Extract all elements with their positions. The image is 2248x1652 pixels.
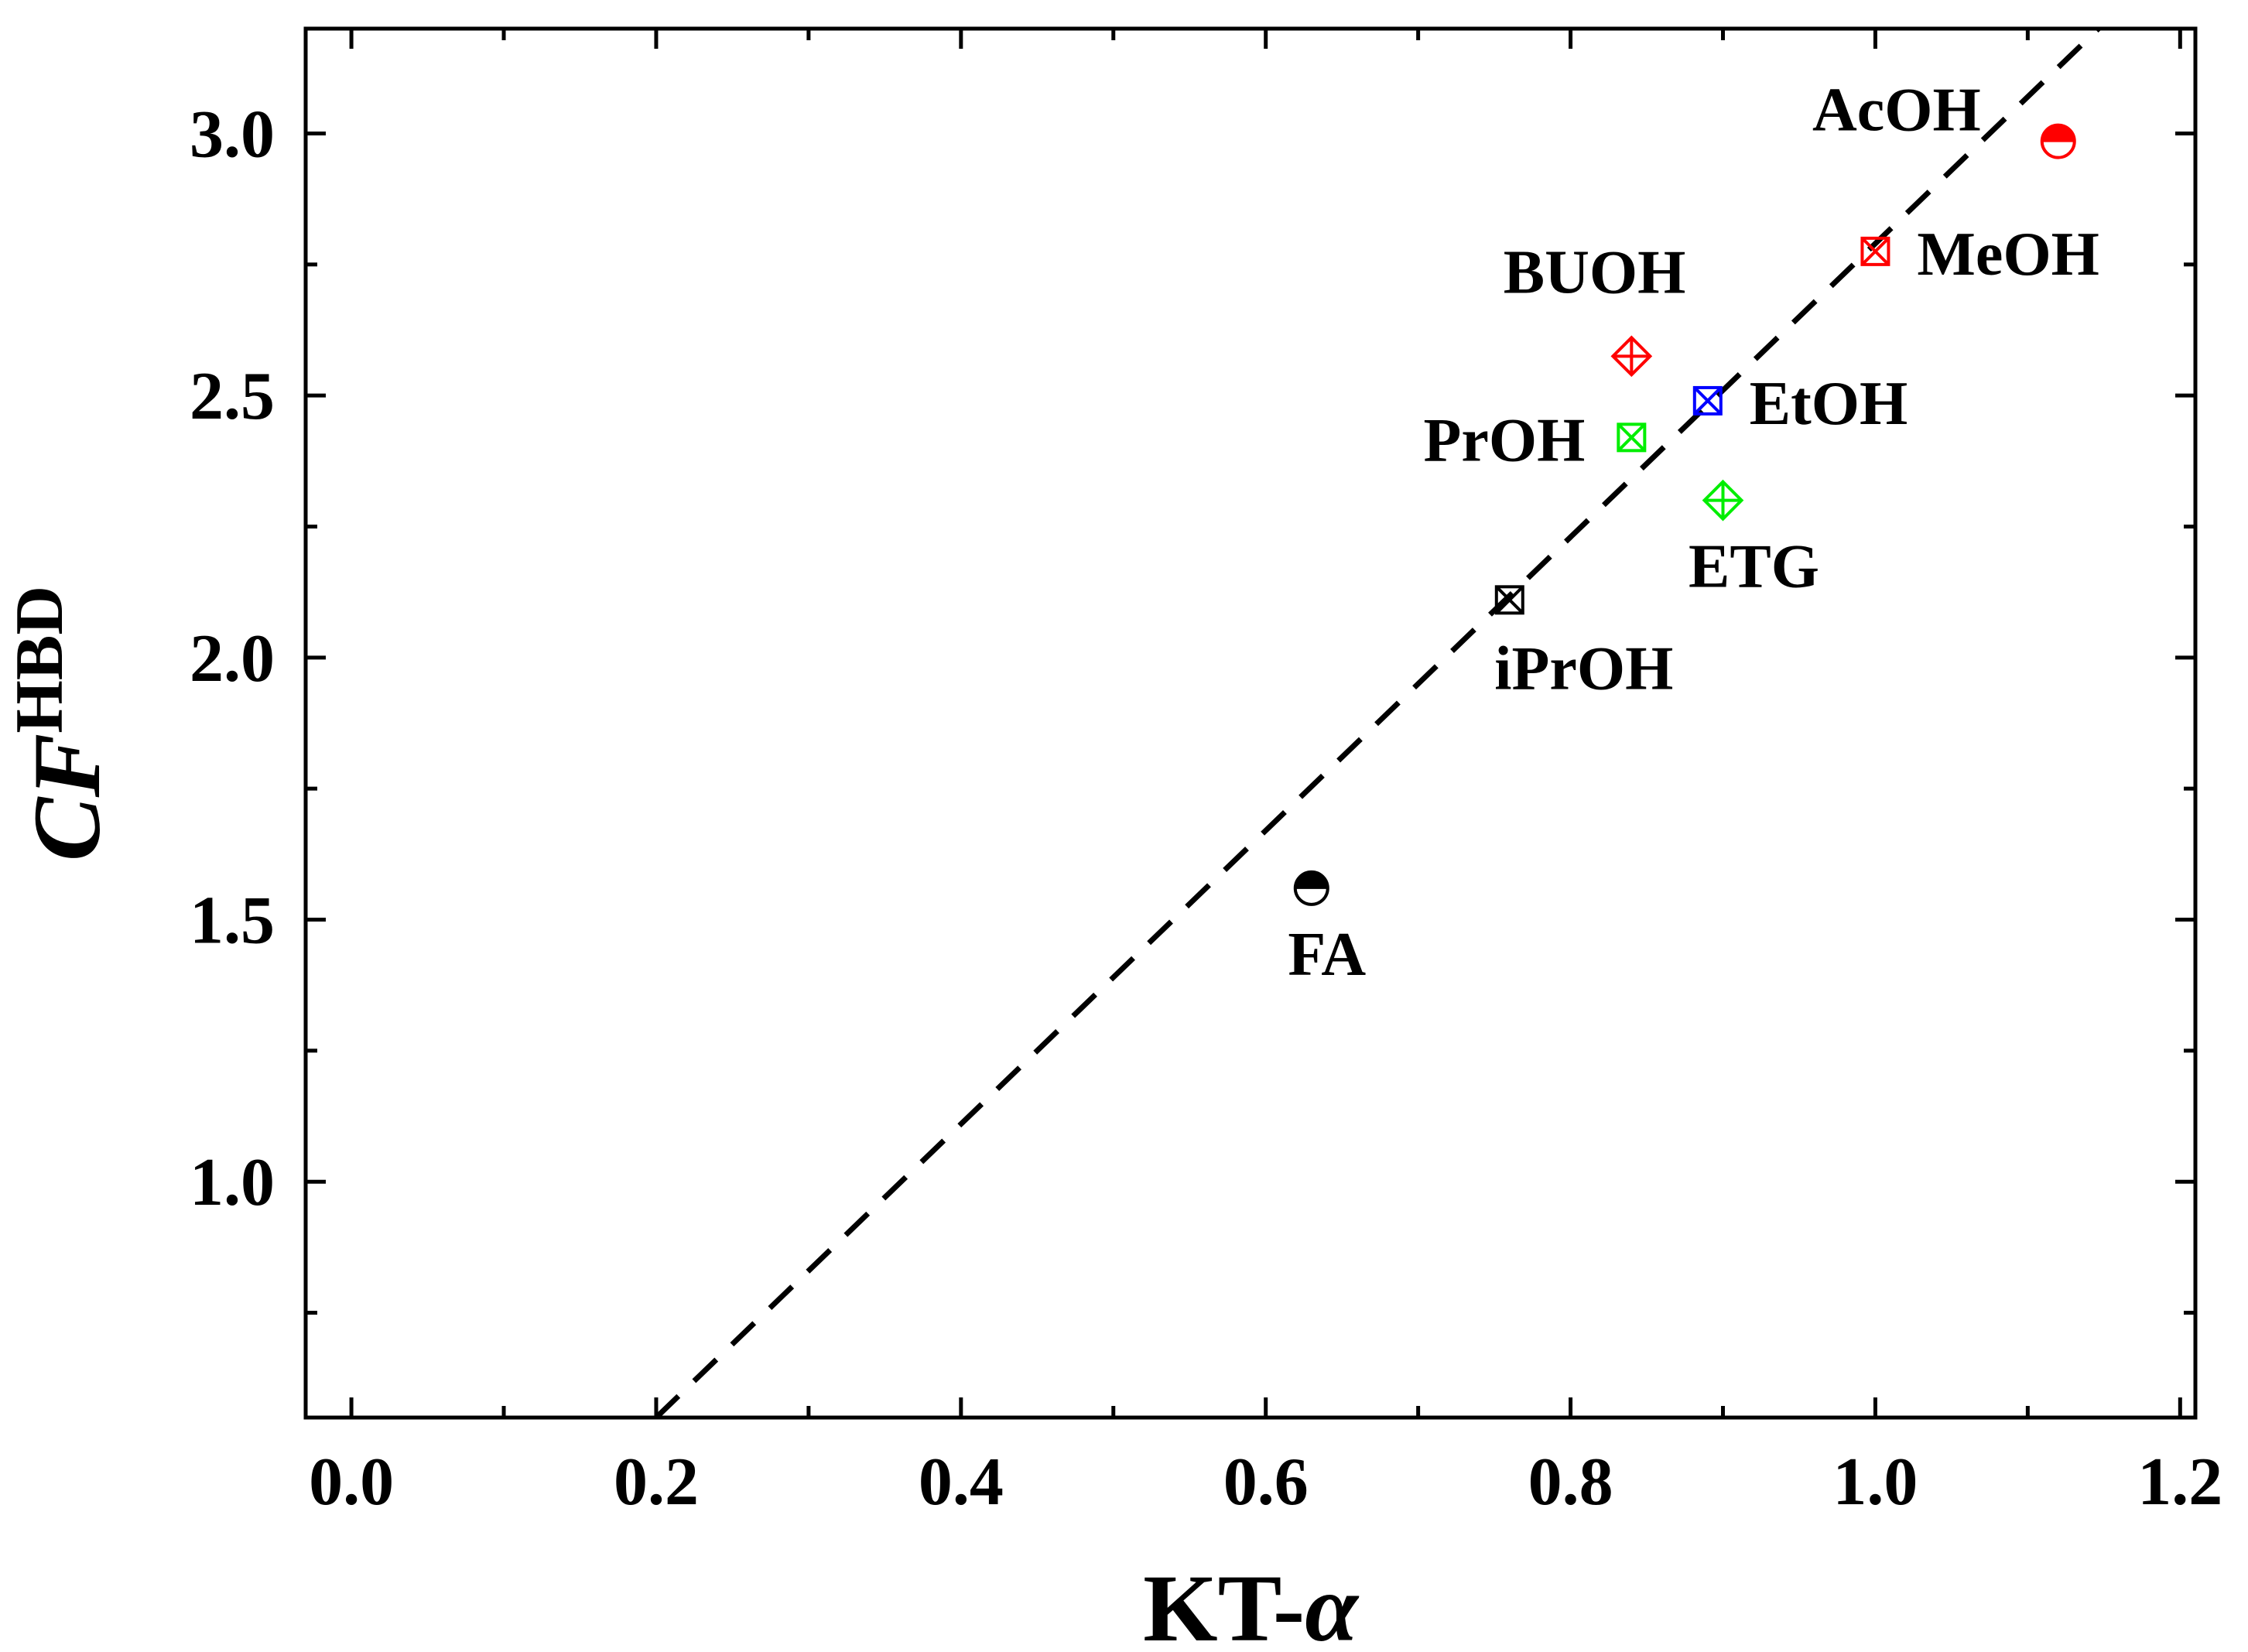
point-fa xyxy=(1293,870,1329,906)
point-label-meoh: MeOH xyxy=(1917,221,2099,289)
point-marker-fill xyxy=(2041,124,2075,142)
point-etoh xyxy=(1692,385,1723,416)
x-axis-title-symbol: α xyxy=(1305,1555,1360,1652)
x-tick-label: 0.0 xyxy=(309,1445,394,1520)
point-marker-square xyxy=(1617,422,1647,453)
x-axis-title-main: KT- xyxy=(1143,1555,1305,1652)
point-marker-fill xyxy=(1294,870,1329,889)
point-marker-cross xyxy=(1495,585,1524,614)
axis-tick-labels: 0.0 0.2 0.4 0.6 0.8 1.0 1.2 1.0 1.5 2.0 2.5 3.0 xyxy=(190,97,2222,1520)
point-label-buoh: BUOH xyxy=(1504,238,1686,306)
y-tick-label: 1.0 xyxy=(190,1145,275,1220)
point-marker-plus xyxy=(1613,337,1651,375)
point-meoh xyxy=(1860,236,1890,266)
axis-ticks xyxy=(306,29,2195,1418)
y-axis-title: CFHBD xyxy=(2,586,120,861)
point-buoh xyxy=(1610,335,1653,378)
y-tick-label: 3.0 xyxy=(190,97,275,172)
point-marker-cross xyxy=(1693,386,1723,416)
x-tick-label: 0.2 xyxy=(614,1445,699,1520)
point-marker-cross xyxy=(1861,237,1890,266)
x-tick-label: 0.6 xyxy=(1223,1445,1309,1520)
plot-frame xyxy=(303,26,2198,1420)
point-label-iproh: iPrOH xyxy=(1494,634,1673,703)
point-marker-square xyxy=(1494,585,1524,615)
x-axis-title: KT-α xyxy=(1143,1555,1360,1652)
y-tick-label: 2.5 xyxy=(190,359,275,434)
point-marker-square xyxy=(1692,385,1723,416)
point-marker-diamond xyxy=(1702,479,1744,522)
data-points xyxy=(1293,123,2076,906)
point-label-proh: PrOH xyxy=(1424,406,1586,474)
y-axis-title-superscript: HBD xyxy=(2,586,77,734)
point-marker-cross xyxy=(1617,422,1646,452)
point-etg xyxy=(1702,479,1744,522)
y-axis-title-main: CF xyxy=(14,734,120,861)
fit-line-group xyxy=(654,26,2101,1420)
y-tick-label: 2.0 xyxy=(190,621,275,696)
x-tick-label: 1.0 xyxy=(1832,1445,1918,1520)
x-tick-label: 0.8 xyxy=(1528,1445,1613,1520)
point-label-acoh: AcOH xyxy=(1812,77,1981,145)
point-proh xyxy=(1617,422,1647,453)
x-tick-label: 0.4 xyxy=(919,1445,1004,1520)
y-tick-label: 1.5 xyxy=(190,884,275,959)
point-marker-square xyxy=(1860,236,1890,266)
point-iproh xyxy=(1494,585,1524,615)
point-marker-plus xyxy=(1704,481,1742,519)
svg-text:CFHBD: CFHBD xyxy=(2,586,120,861)
point-acoh xyxy=(2040,123,2076,159)
point-label-etg: ETG xyxy=(1689,533,1819,601)
x-tick-label: 1.2 xyxy=(2137,1445,2222,1520)
fit-line xyxy=(654,26,2101,1420)
point-label-fa: FA xyxy=(1288,921,1366,989)
point-label-etoh: EtOH xyxy=(1750,370,1908,438)
